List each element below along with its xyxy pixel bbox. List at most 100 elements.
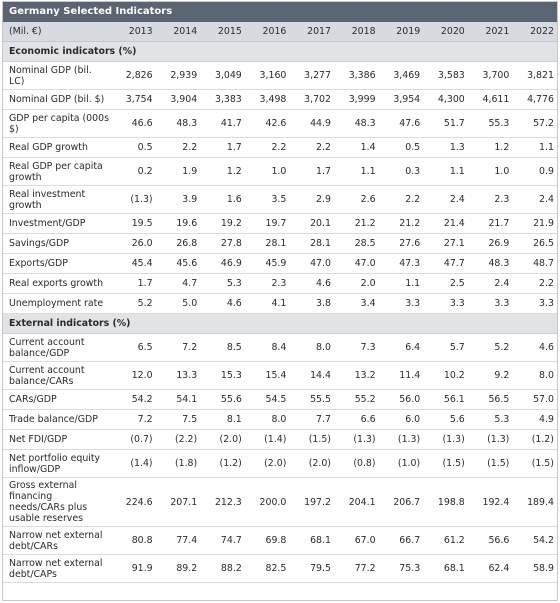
value-cell: 41.7 bbox=[202, 109, 247, 138]
value-cell: 2.2 bbox=[380, 185, 426, 214]
value-cell: 192.4 bbox=[469, 477, 515, 527]
value-cell: 21.2 bbox=[335, 213, 381, 234]
year-header: 2022 bbox=[514, 22, 557, 42]
value-cell: 3,904 bbox=[157, 89, 203, 110]
value-cell: 1.1 bbox=[425, 157, 470, 186]
value-cell: 3,383 bbox=[202, 89, 247, 110]
value-cell: 1.0 bbox=[469, 157, 515, 186]
value-cell: 56.0 bbox=[380, 389, 426, 410]
value-cell: 1.7 bbox=[202, 137, 247, 158]
value-cell: (1.5) bbox=[291, 429, 336, 450]
value-cell: 26.9 bbox=[469, 233, 515, 254]
value-cell: 80.8 bbox=[113, 526, 158, 555]
value-cell: 5.3 bbox=[202, 273, 247, 294]
value-cell: (0.7) bbox=[113, 429, 158, 450]
table-body: Economic indicators (%) Nominal GDP (bil.… bbox=[3, 41, 557, 583]
value-cell: 2.4 bbox=[425, 185, 470, 214]
value-cell: 2,826 bbox=[113, 61, 158, 90]
value-cell: 15.3 bbox=[202, 361, 247, 390]
value-cell: 1.7 bbox=[291, 157, 336, 186]
value-cell: 56.5 bbox=[469, 389, 515, 410]
value-cell: 61.2 bbox=[425, 526, 470, 555]
table-row: Nominal GDP (bil. LC) 2,826 2,939 3,049 3,16… bbox=[3, 61, 557, 90]
table-row: Current account balance/GDP 6.5 7.2 8.5 8.4 8… bbox=[3, 333, 557, 362]
value-cell: 47.3 bbox=[380, 253, 426, 274]
value-cell: 3,954 bbox=[380, 89, 426, 110]
value-cell: 2.2 bbox=[157, 137, 203, 158]
value-cell: 47.7 bbox=[425, 253, 470, 274]
year-header: 2020 bbox=[425, 22, 470, 42]
value-cell: 2.0 bbox=[335, 273, 381, 294]
value-cell: (1.4) bbox=[113, 449, 158, 478]
year-header: 2013 bbox=[113, 22, 158, 42]
value-cell: 8.5 bbox=[202, 333, 247, 362]
table-row: Real GDP per capita growth 0.2 1.9 1.2 1.0 1.… bbox=[3, 157, 557, 186]
value-cell: 68.1 bbox=[425, 554, 470, 583]
value-cell: 42.6 bbox=[246, 109, 292, 138]
value-cell: 46.6 bbox=[113, 109, 158, 138]
value-cell: 45.4 bbox=[113, 253, 158, 274]
value-cell: (1.5) bbox=[469, 449, 515, 478]
value-cell: 7.2 bbox=[113, 409, 158, 430]
value-cell: 79.5 bbox=[291, 554, 336, 583]
table-row: GDP per capita (000s $) 46.6 48.3 41.7 42.6 4… bbox=[3, 109, 557, 138]
value-cell: 19.2 bbox=[202, 213, 247, 234]
value-cell: 5.2 bbox=[469, 333, 515, 362]
value-cell: 75.3 bbox=[380, 554, 426, 583]
value-cell: 46.9 bbox=[202, 253, 247, 274]
value-cell: (1.5) bbox=[425, 449, 470, 478]
value-cell: (1.4) bbox=[246, 429, 292, 450]
value-cell: 44.9 bbox=[291, 109, 336, 138]
value-cell: 1.9 bbox=[157, 157, 203, 186]
value-cell: 3,160 bbox=[246, 61, 292, 90]
row-label: Current account balance/CARs bbox=[3, 361, 113, 390]
value-cell: (1.2) bbox=[202, 449, 247, 478]
value-cell: 7.7 bbox=[291, 409, 336, 430]
header-row: (Mil. €) 2013 2014 2015 2016 2017 2018 2019 202… bbox=[3, 22, 557, 42]
value-cell: 3,702 bbox=[291, 89, 336, 110]
value-cell: 66.7 bbox=[380, 526, 426, 555]
value-cell: (1.2) bbox=[514, 429, 557, 450]
year-header: 2019 bbox=[380, 22, 426, 42]
value-cell: 3.3 bbox=[425, 293, 470, 314]
year-header: 2016 bbox=[246, 22, 292, 42]
value-cell: 47.0 bbox=[291, 253, 336, 274]
year-header: 2014 bbox=[157, 22, 203, 42]
table-row: Trade balance/GDP 7.2 7.5 8.1 8.0 7.7 6.6 6.0 5.… bbox=[3, 409, 557, 430]
table-row: Unemployment rate 5.2 5.0 4.6 4.1 3.8 3.4 3.3 3.… bbox=[3, 293, 557, 314]
section-heading: Economic indicators (%) bbox=[3, 41, 557, 62]
row-label: Net portfolio equity inflow/GDP bbox=[3, 449, 113, 478]
value-cell: 5.6 bbox=[425, 409, 470, 430]
value-cell: 77.2 bbox=[335, 554, 381, 583]
row-label: Trade balance/GDP bbox=[3, 409, 113, 430]
table-row: Net FDI/GDP (0.7) (2.2) (2.0) (1.4) (1.5) (1.3… bbox=[3, 429, 557, 450]
value-cell: 26.5 bbox=[514, 233, 557, 254]
year-header: 2017 bbox=[291, 22, 336, 42]
value-cell: 8.1 bbox=[202, 409, 247, 430]
value-cell: 4.7 bbox=[157, 273, 203, 294]
value-cell: 0.2 bbox=[113, 157, 158, 186]
table-row: Investment/GDP 19.5 19.6 19.2 19.7 20.1 21.2 21… bbox=[3, 213, 557, 234]
year-header: 2015 bbox=[202, 22, 247, 42]
value-cell: 197.2 bbox=[291, 477, 336, 527]
value-cell: 27.1 bbox=[425, 233, 470, 254]
value-cell: 3,469 bbox=[380, 61, 426, 90]
value-cell: 6.4 bbox=[380, 333, 426, 362]
row-label: GDP per capita (000s $) bbox=[3, 109, 113, 138]
value-cell: 26.0 bbox=[113, 233, 158, 254]
value-cell: 4.1 bbox=[246, 293, 292, 314]
value-cell: 3,583 bbox=[425, 61, 470, 90]
value-cell: 9.2 bbox=[469, 361, 515, 390]
value-cell: 91.9 bbox=[113, 554, 158, 583]
value-cell: 2.2 bbox=[291, 137, 336, 158]
table-row: Narrow net external debt/CAPs 91.9 89.2 88.… bbox=[3, 554, 557, 583]
row-label: Real investment growth bbox=[3, 185, 113, 214]
value-cell: 0.3 bbox=[380, 157, 426, 186]
value-cell: 2.3 bbox=[246, 273, 292, 294]
value-cell: 5.3 bbox=[469, 409, 515, 430]
value-cell: 1.2 bbox=[469, 137, 515, 158]
value-cell: 6.6 bbox=[335, 409, 381, 430]
section-header-row: External indicators (%) bbox=[3, 313, 557, 334]
value-cell: 3.3 bbox=[469, 293, 515, 314]
value-cell: 57.2 bbox=[514, 109, 557, 138]
